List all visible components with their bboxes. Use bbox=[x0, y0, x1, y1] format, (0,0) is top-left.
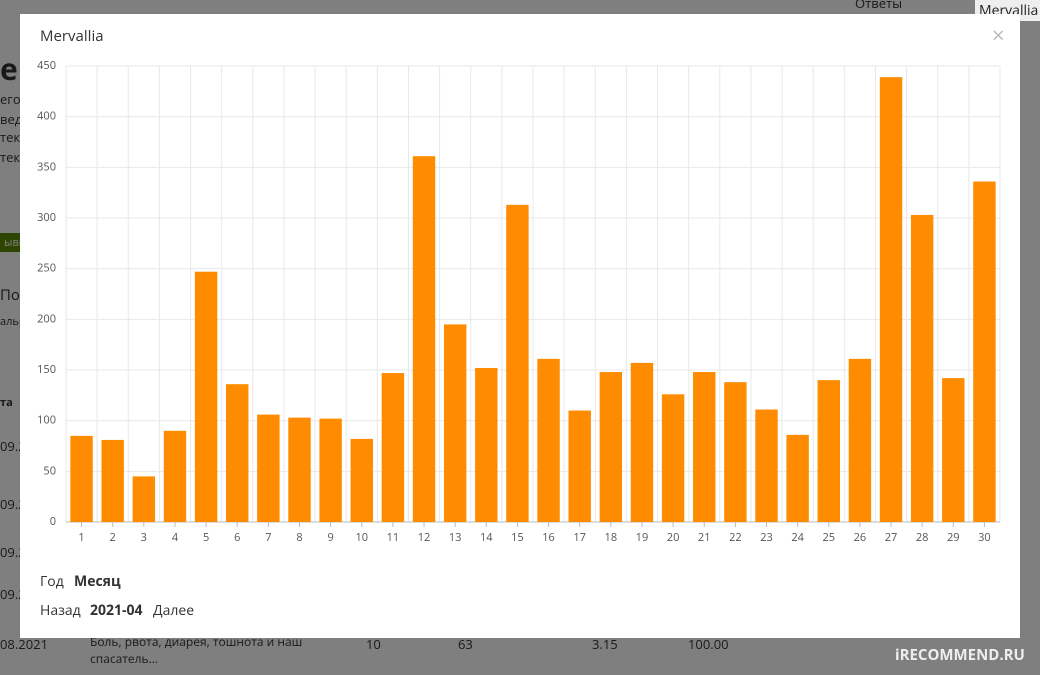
x-tick-label: 21 bbox=[698, 530, 711, 545]
bar bbox=[537, 358, 560, 522]
x-tick-label: 4 bbox=[172, 530, 179, 545]
y-tick-label: 250 bbox=[37, 261, 56, 276]
nav-next[interactable]: Далее bbox=[153, 601, 195, 620]
x-tick-label: 22 bbox=[729, 530, 742, 545]
bar bbox=[70, 435, 93, 522]
bar bbox=[132, 476, 156, 522]
y-tick-label: 50 bbox=[43, 463, 56, 478]
bar bbox=[661, 394, 685, 522]
x-tick-label: 18 bbox=[605, 530, 618, 545]
nav-current: 2021-04 bbox=[90, 601, 143, 620]
bar bbox=[879, 77, 903, 522]
nav-prev[interactable]: Назад bbox=[40, 601, 81, 620]
bar bbox=[319, 418, 342, 522]
x-tick-label: 9 bbox=[327, 530, 333, 545]
bar bbox=[942, 378, 965, 522]
x-tick-label: 10 bbox=[355, 530, 368, 545]
bar bbox=[599, 372, 623, 522]
bar bbox=[910, 214, 934, 522]
x-tick-label: 27 bbox=[885, 530, 898, 545]
bar bbox=[163, 430, 187, 522]
y-tick-label: 300 bbox=[37, 210, 56, 225]
bar bbox=[475, 367, 498, 522]
x-tick-label: 14 bbox=[480, 530, 493, 545]
bar bbox=[443, 324, 467, 522]
bar bbox=[973, 181, 996, 522]
x-tick-label: 26 bbox=[854, 530, 867, 545]
bar bbox=[412, 156, 436, 523]
x-tick-label: 20 bbox=[667, 530, 680, 545]
x-tick-label: 6 bbox=[234, 530, 240, 545]
bar bbox=[288, 417, 311, 522]
bar bbox=[817, 380, 840, 522]
x-tick-label: 23 bbox=[760, 530, 773, 545]
watermark: iRECOMMEND.RU bbox=[895, 645, 1025, 665]
bar bbox=[755, 409, 778, 522]
x-tick-label: 7 bbox=[265, 530, 271, 545]
x-tick-label: 25 bbox=[822, 530, 835, 545]
bar bbox=[350, 438, 373, 522]
modal-title: Mervallia bbox=[40, 26, 104, 46]
bar bbox=[257, 414, 280, 522]
x-tick-label: 5 bbox=[203, 530, 209, 545]
bar bbox=[101, 439, 124, 522]
bar bbox=[381, 373, 405, 522]
y-tick-label: 400 bbox=[37, 109, 56, 124]
x-tick-label: 16 bbox=[542, 530, 555, 545]
x-tick-label: 11 bbox=[387, 530, 400, 545]
bar bbox=[630, 362, 654, 522]
x-tick-label: 29 bbox=[947, 530, 960, 545]
y-tick-label: 350 bbox=[37, 159, 56, 174]
x-tick-label: 30 bbox=[978, 530, 991, 545]
bar bbox=[848, 358, 872, 522]
modal: Mervallia × 0 50 100 150 200 250 300 350 400 450 1… bbox=[20, 14, 1020, 638]
x-tick-label: 1 bbox=[78, 530, 84, 545]
x-tick-label: 28 bbox=[916, 530, 929, 545]
x-tick-label: 12 bbox=[418, 530, 431, 545]
bar bbox=[724, 382, 747, 522]
x-tick-label: 24 bbox=[791, 530, 804, 545]
x-tick-label: 2 bbox=[110, 530, 116, 545]
x-tick-label: 3 bbox=[141, 530, 147, 545]
x-tick-label: 8 bbox=[296, 530, 302, 545]
y-tick-label: 100 bbox=[37, 413, 56, 428]
close[interactable]: × bbox=[992, 20, 1005, 50]
x-tick-label: 13 bbox=[449, 530, 462, 545]
y-tick-label: 0 bbox=[50, 514, 56, 529]
bar bbox=[226, 384, 249, 522]
y-tick-label: 200 bbox=[37, 311, 56, 326]
period-year[interactable]: Год bbox=[40, 572, 64, 591]
y-tick-label: 150 bbox=[37, 362, 56, 377]
bar bbox=[194, 271, 218, 522]
x-tick-label: 15 bbox=[511, 530, 524, 545]
bar bbox=[693, 372, 716, 522]
y-tick-label: 450 bbox=[37, 58, 56, 73]
period-month[interactable]: Месяц bbox=[74, 572, 121, 591]
x-tick-label: 19 bbox=[636, 530, 649, 545]
x-tick-label: 17 bbox=[573, 530, 586, 545]
bar bbox=[786, 434, 809, 522]
bar bbox=[568, 410, 591, 522]
bar bbox=[506, 204, 529, 522]
